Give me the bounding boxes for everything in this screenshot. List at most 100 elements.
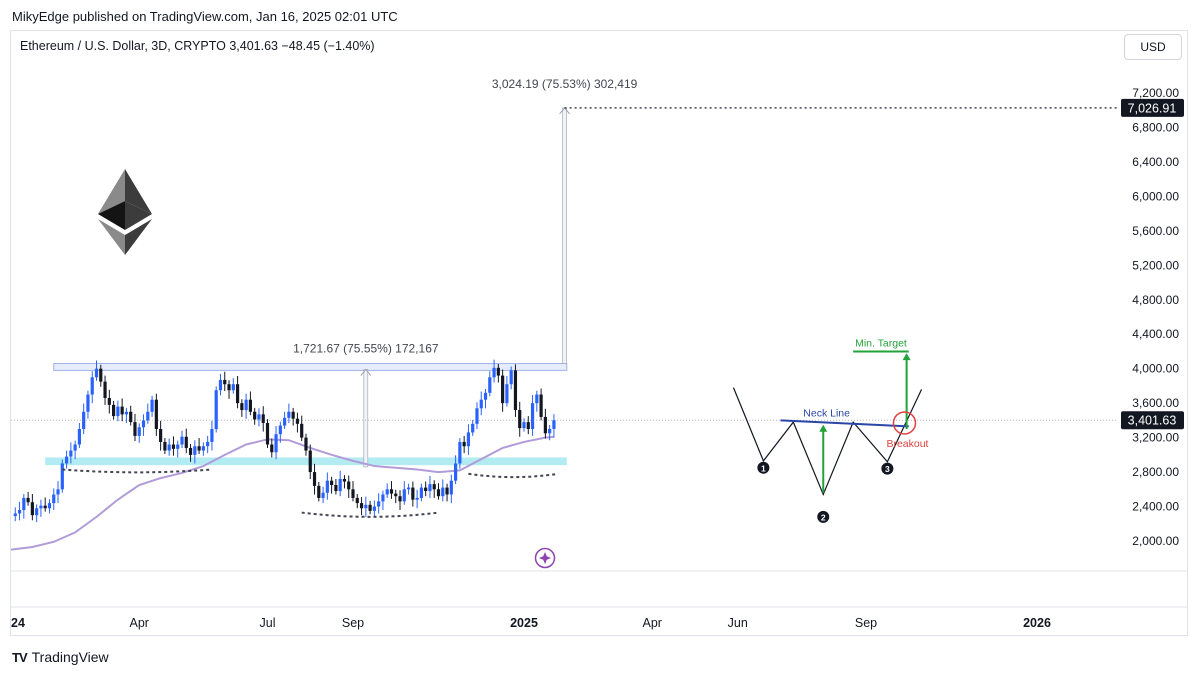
- candle-body: [112, 404, 116, 417]
- currency-button[interactable]: USD: [1124, 34, 1182, 60]
- candle-body: [73, 444, 77, 451]
- candle-body: [184, 436, 188, 448]
- tradingview-brand[interactable]: TV TradingView: [12, 649, 109, 665]
- candle-body: [30, 502, 34, 516]
- candle-body: [60, 463, 64, 490]
- y-axis-tick-label: 2,800.00: [1132, 465, 1179, 479]
- candle-body: [176, 444, 180, 449]
- candle-body: [535, 394, 539, 404]
- candle-body: [227, 384, 231, 391]
- measure-1-label: 1,721.67 (75.55%) 172,167: [293, 342, 439, 356]
- y-axis-tick-label: 6,800.00: [1132, 120, 1179, 134]
- candle-body: [496, 367, 500, 376]
- candle-body: [449, 480, 453, 495]
- candle-body: [22, 497, 26, 510]
- candle-body: [291, 411, 295, 419]
- candle-body: [35, 508, 39, 516]
- candle-body: [415, 497, 419, 500]
- eth-facet: [98, 201, 125, 230]
- candle-body: [13, 513, 17, 517]
- ethereum-logo-icon: [98, 169, 152, 255]
- candle-body: [265, 422, 270, 445]
- candle-body: [137, 427, 141, 436]
- measure-2-bar: [562, 107, 567, 364]
- x-axis-tick-label: 24: [11, 616, 25, 630]
- candle-body: [338, 478, 342, 492]
- candle-body: [86, 394, 90, 412]
- candle-body: [90, 377, 94, 395]
- sparkle-icon-star: [539, 552, 551, 564]
- candle-body: [394, 493, 398, 497]
- candle-body: [428, 484, 432, 492]
- candle-body: [381, 494, 385, 502]
- candle-body: [124, 411, 129, 415]
- eth-facet: [125, 169, 152, 214]
- moving-average-line: [11, 435, 555, 551]
- eth-facet: [125, 201, 152, 230]
- candle-body: [56, 489, 60, 495]
- candle-body: [244, 399, 248, 411]
- x-axis-tick-label: Apr: [130, 616, 149, 630]
- candle-body: [548, 428, 552, 434]
- candle-body: [116, 406, 120, 417]
- brand-label: TradingView: [31, 649, 109, 665]
- measure-1-bar: [363, 369, 369, 468]
- publisher-line: MikyEdge published on TradingView.com, J…: [12, 9, 398, 24]
- symbol-info: Ethereum / U.S. Dollar, 3D, CRYPTO 3,401…: [20, 39, 375, 53]
- pattern-point-label: 2: [821, 512, 826, 522]
- candle-body: [368, 504, 372, 511]
- candle-body: [235, 384, 240, 404]
- candle-body: [312, 472, 317, 486]
- y-axis-tick-label: 5,600.00: [1132, 224, 1179, 238]
- candle-body: [509, 370, 513, 385]
- rounding-bottom-arc: [301, 511, 439, 518]
- candle-body: [454, 463, 458, 481]
- candle-body: [218, 379, 223, 391]
- candle-body: [483, 392, 488, 400]
- y-axis-tick-label: 4,400.00: [1132, 327, 1179, 341]
- pattern-schematic-path: [732, 387, 923, 497]
- candle-body: [308, 450, 312, 473]
- y-axis-tick-label: 4,800.00: [1132, 293, 1179, 307]
- candle-body: [43, 505, 47, 509]
- candle-body: [436, 489, 441, 497]
- candle-body: [146, 411, 150, 421]
- candle-body: [432, 484, 436, 490]
- candle-body: [154, 399, 158, 429]
- candle-body: [492, 367, 496, 378]
- candle-body: [513, 370, 518, 411]
- candle-body: [462, 441, 466, 447]
- x-axis-tick-label: 2025: [510, 616, 538, 630]
- candle-body: [501, 375, 505, 404]
- breakout-circle: [892, 411, 917, 435]
- candle-body: [471, 423, 475, 433]
- x-axis-tick-label: Apr: [643, 616, 662, 630]
- candle-body: [347, 481, 351, 490]
- candle-body: [458, 441, 462, 464]
- candle-body: [129, 411, 133, 423]
- candle-body: [52, 494, 56, 504]
- candle-body: [330, 480, 334, 485]
- pattern-point-label: 1: [761, 463, 766, 473]
- candle-body: [402, 489, 406, 502]
- candle-body: [270, 444, 274, 453]
- candle-body: [103, 381, 107, 398]
- candle-body: [253, 411, 257, 420]
- candle-body: [300, 423, 304, 438]
- resistance-zone: [53, 363, 568, 371]
- candle-body: [389, 489, 394, 494]
- candle-body: [171, 444, 176, 449]
- candle-body: [210, 429, 214, 442]
- candle-body: [77, 429, 81, 445]
- x-axis-tick-label: 2026: [1023, 616, 1051, 630]
- candle-body: [355, 497, 359, 504]
- candle-body: [334, 485, 338, 492]
- candle-body: [287, 411, 291, 418]
- pattern-point-marker: [757, 461, 770, 474]
- candle-body: [321, 492, 325, 498]
- candle-body: [193, 446, 197, 455]
- candle-body: [274, 434, 278, 453]
- candle-body: [69, 450, 73, 457]
- candle-body: [488, 377, 492, 393]
